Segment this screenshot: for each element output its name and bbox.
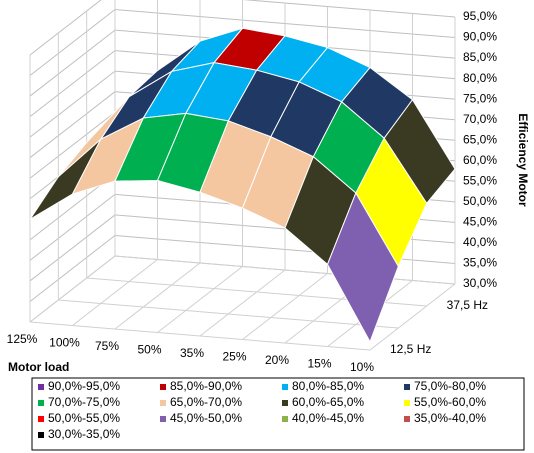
- legend-label: 70,0%-75,0%: [48, 395, 120, 409]
- surface-patch: [326, 191, 399, 343]
- z-tick-label: 90,0%: [463, 30, 497, 44]
- legend-label: 85,0%-90,0%: [170, 379, 242, 393]
- legend-swatch: [38, 432, 44, 438]
- legend-label: 75,0%-80,0%: [414, 379, 486, 393]
- x-tick-label: 100%: [49, 336, 80, 350]
- floor-line: [369, 283, 456, 351]
- legend-label: 35,0%-40,0%: [414, 411, 486, 425]
- legend-label: 80,0%-85,0%: [292, 379, 364, 393]
- floor-line: [114, 262, 201, 330]
- z-axis-title: Efficiency Motor: [516, 113, 530, 207]
- z-tick-label: 75,0%: [463, 91, 497, 105]
- legend-swatch: [160, 384, 166, 390]
- legend-label: 55,0%-60,0%: [414, 395, 486, 409]
- z-tick-label: 70,0%: [463, 112, 497, 126]
- floor-line: [72, 259, 158, 326]
- x-tick-label: 20%: [265, 353, 289, 367]
- legend-label: 90,0%-95,0%: [48, 379, 120, 393]
- z-tick-label: 30,0%: [463, 276, 497, 290]
- x-tick-label: 50%: [137, 343, 161, 357]
- legend-swatch: [404, 384, 410, 390]
- z-tick-label: 85,0%: [463, 50, 497, 64]
- floor-line: [114, 255, 456, 285]
- legend-swatch: [404, 416, 410, 422]
- z-tick-label: 80,0%: [463, 71, 497, 85]
- legend-swatch: [160, 400, 166, 406]
- floor-line: [29, 255, 116, 323]
- legend-label: 60,0%-65,0%: [292, 395, 364, 409]
- x-tick-label: 35%: [180, 346, 204, 360]
- x-tick-label: 15%: [307, 357, 331, 371]
- z-tick-label: 55,0%: [463, 173, 497, 187]
- depth-tick-label: 37,5 Hz: [447, 298, 488, 312]
- depth-tick-label: 12,5 Hz: [390, 342, 431, 356]
- floor-line: [29, 321, 371, 351]
- legend-label: 50,0%-55,0%: [48, 411, 120, 425]
- legend-swatch: [38, 384, 44, 390]
- legend-swatch: [160, 416, 166, 422]
- x-tick-label: 125%: [7, 332, 38, 346]
- x-tick-label: 25%: [222, 350, 246, 364]
- z-tick-label: 50,0%: [463, 194, 497, 208]
- z-tick-label: 60,0%: [463, 153, 497, 167]
- legend-swatch: [282, 384, 288, 390]
- floor-line: [58, 299, 399, 329]
- floor-line: [242, 273, 328, 340]
- legend-swatch: [38, 400, 44, 406]
- z-tick-label: 95,0%: [463, 9, 497, 23]
- legend-label: 30,0%-35,0%: [48, 427, 120, 441]
- x-tick-label: 75%: [95, 339, 119, 353]
- z-tick-label: 65,0%: [463, 132, 497, 146]
- z-tick-label: 35,0%: [463, 256, 497, 270]
- floor-line: [199, 269, 286, 337]
- x-axis-title: Motor load: [8, 360, 69, 374]
- legend-swatch: [282, 416, 288, 422]
- legend-label: 45,0%-50,0%: [170, 411, 242, 425]
- legend-box: [31, 377, 525, 451]
- x-tick-label: 10%: [350, 360, 374, 374]
- legend-swatch: [38, 416, 44, 422]
- z-tick-label: 40,0%: [463, 235, 497, 249]
- legend-swatch: [404, 400, 410, 406]
- floor-line: [157, 266, 243, 333]
- legend-swatch: [282, 400, 288, 406]
- legend-label: 40,0%-45,0%: [292, 411, 364, 425]
- z-tick-label: 45,0%: [463, 215, 497, 229]
- legend-label: 65,0%-70,0%: [170, 395, 242, 409]
